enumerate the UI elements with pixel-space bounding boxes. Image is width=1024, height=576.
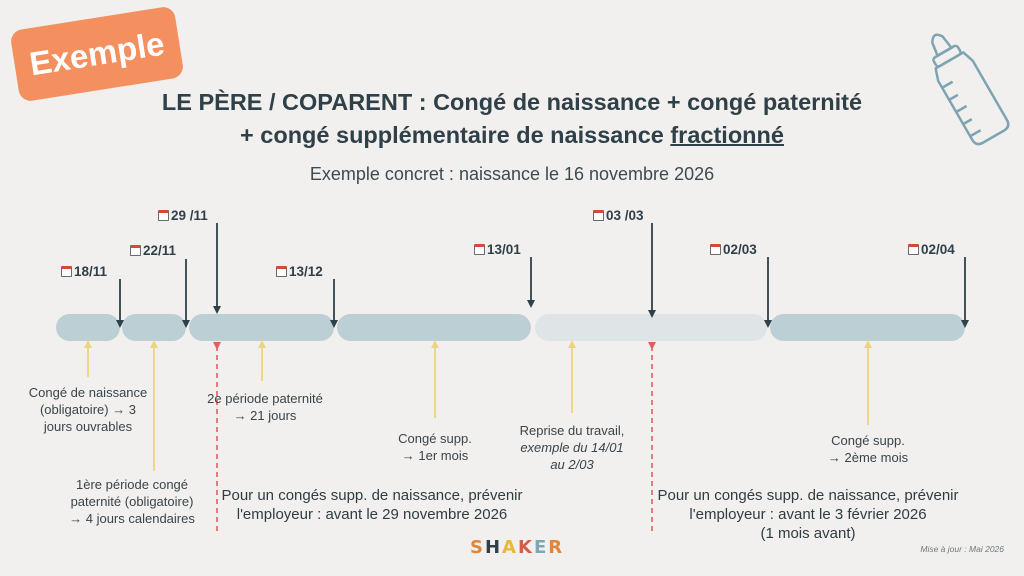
logo-letter: A [502, 537, 518, 558]
logo-letter: H [484, 537, 503, 558]
page-title: LE PÈRE / COPARENT : Congé de naissance … [0, 86, 1024, 152]
label-supp-2: Congé supp. → 2ème mois [803, 432, 933, 466]
warning-line: Pour un congés supp. de naissance, préve… [221, 487, 523, 504]
label-periode-1: 1ère période congé paternité (obligatoir… [52, 476, 212, 527]
label-italic: au 2/03 [550, 457, 594, 472]
title-line-1: LE PÈRE / COPARENT : Congé de naissance … [161, 89, 863, 115]
label-line: Congé supp. [398, 431, 472, 446]
date-text: 22/11 [143, 243, 177, 258]
label-periode-2: 2e période paternité → 21 jours [190, 390, 340, 424]
page-subtitle: Exemple concret : naissance le 16 novemb… [309, 164, 715, 184]
date-text: 18/11 [74, 264, 108, 279]
date-label-02-03: 02/03 [710, 242, 757, 257]
calendar-icon [158, 210, 169, 221]
date-label-02-04: 02/04 [908, 242, 955, 257]
warning-first: Pour un congés supp. de naissance, préve… [202, 486, 542, 524]
label-line: → 21 jours [233, 408, 297, 423]
label-line: Reprise du travail, [519, 423, 625, 438]
label-line: exemple du 14/01 [502, 439, 642, 456]
warning-line: Pour un congés supp. de naissance, préve… [657, 487, 959, 504]
label-line: 1ère période congé [75, 477, 189, 492]
date-text: 02/03 [723, 242, 757, 257]
baby-bottle-icon [931, 33, 1010, 146]
update-note: Mise à jour : Mai 2026 [920, 544, 1004, 554]
label-line: au 2/03 [502, 456, 642, 473]
date-text: 03 /03 [606, 208, 644, 223]
title-underlined-word: fractionné [670, 122, 784, 148]
label-line: jours ouvrables [43, 419, 133, 434]
logo-letter: S [470, 537, 485, 558]
date-label-22-11: 22/11 [130, 243, 176, 258]
label-italic: exemple du 14/01 [520, 440, 624, 455]
label-supp-1: Congé supp. → 1er mois [370, 430, 500, 464]
warning-line: l'employeur : avant le 29 novembre 2026 [236, 506, 508, 523]
calendar-icon [130, 245, 141, 256]
title-line-2: + congé supplémentaire de naissance frac… [0, 119, 1024, 152]
date-text: 13/01 [487, 242, 521, 257]
logo-letter: K [517, 537, 534, 558]
date-label-03-03: 03 /03 [593, 208, 644, 223]
timeline-segment-reprise [535, 314, 767, 341]
label-line: Congé supp. [831, 433, 905, 448]
title-line-2-prefix: + congé supplémentaire de naissance [240, 122, 671, 148]
date-label-18-11: 18/11 [61, 264, 107, 279]
label-line: → 1er mois [401, 448, 469, 463]
calendar-icon [908, 244, 919, 255]
label-line: → 2ème mois [827, 450, 909, 465]
timeline-segment-conge-naissance [56, 314, 120, 341]
warning-second: Pour un congés supp. de naissance, préve… [638, 486, 978, 543]
calendar-icon [593, 210, 604, 221]
date-label-29-11: 29 /11 [158, 208, 208, 223]
date-text: 29 /11 [171, 208, 208, 223]
calendar-icon [474, 244, 485, 255]
shaker-logo: SHAKER [470, 537, 564, 558]
timeline-segment-supp-1 [337, 314, 531, 341]
calendar-icon [61, 266, 72, 277]
date-label-13-01: 13/01 [474, 242, 521, 257]
calendar-icon [710, 244, 721, 255]
warning-line: (1 mois avant) [760, 525, 856, 542]
date-text: 02/04 [921, 242, 955, 257]
calendar-icon [276, 266, 287, 277]
warning-line: l'employeur : avant le 3 février 2026 [689, 506, 927, 523]
label-line: Congé de naissance [28, 385, 148, 400]
timeline-segment-supp-2 [770, 314, 965, 341]
label-conge-naissance: Congé de naissance (obligatoire) → 3 jou… [18, 384, 158, 435]
label-reprise: Reprise du travail, exemple du 14/01 au … [502, 422, 642, 473]
logo-letter: E [533, 537, 549, 558]
label-line: paternité (obligatoire) [70, 494, 194, 509]
date-label-13-12: 13/12 [276, 264, 323, 279]
date-text: 13/12 [289, 264, 323, 279]
timeline-segment-periode-2 [189, 314, 334, 341]
logo-letter: R [548, 537, 565, 558]
timeline-segment-periode-1 [122, 314, 186, 341]
label-line: 2e période paternité [207, 391, 323, 406]
label-line: → 4 jours calendaires [69, 511, 195, 526]
label-line: (obligatoire) → 3 [39, 402, 137, 417]
